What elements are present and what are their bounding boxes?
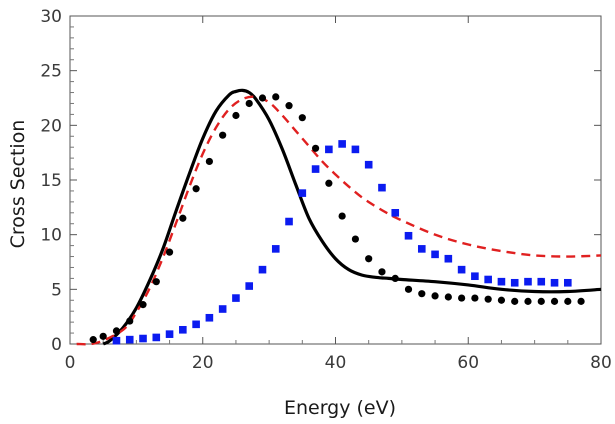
series-layer: [76, 88, 602, 346]
data-point-circle: [418, 290, 426, 298]
data-point-square: [258, 265, 267, 274]
y-tick-label: 25: [40, 62, 62, 82]
data-point-circle: [298, 114, 306, 122]
data-point-square: [112, 336, 121, 345]
data-point-square: [298, 189, 307, 197]
data-point-square: [325, 145, 333, 154]
data-point-circle: [431, 292, 439, 300]
black-solid-curve: [102, 88, 602, 346]
data-point-circle: [126, 317, 134, 325]
tick-labels: 0 20 40 60 80 0 5 10 15 20 25 30: [40, 7, 611, 373]
x-tick-label: 40: [325, 353, 347, 373]
data-point-square: [125, 335, 134, 344]
data-point-square: [311, 165, 320, 173]
data-point-circle: [112, 327, 121, 335]
data-point-square: [192, 320, 200, 329]
data-point-square: [391, 209, 400, 217]
data-point-circle: [232, 111, 240, 120]
black-circle-points: [89, 93, 585, 344]
x-tick-label: 20: [192, 353, 214, 373]
data-point-square: [497, 277, 506, 286]
data-point-square: [232, 294, 240, 302]
blue-square-points: [112, 140, 572, 345]
plot-frame: [69, 15, 602, 345]
data-point-circle: [365, 255, 373, 263]
x-tick-label: 0: [65, 353, 76, 373]
red-dashed-curve: [76, 95, 602, 346]
y-tick-label: 20: [40, 116, 62, 136]
data-point-circle: [458, 294, 466, 302]
y-tick-label: 15: [40, 171, 62, 191]
data-point-square: [471, 272, 479, 281]
data-point-square: [179, 325, 187, 334]
data-point-square: [218, 305, 227, 313]
data-point-circle: [537, 297, 545, 305]
data-point-circle: [577, 297, 585, 305]
black-solid-curve-line: [102, 88, 602, 346]
data-point-square: [351, 145, 360, 154]
data-point-square: [550, 278, 559, 287]
x-tick-label: 80: [590, 353, 612, 373]
data-point-circle: [272, 93, 280, 101]
data-point-square: [271, 245, 280, 253]
data-point-circle: [165, 248, 174, 256]
x-tick-label: 60: [457, 353, 479, 373]
data-point-circle: [351, 235, 360, 243]
data-point-circle: [404, 285, 413, 293]
data-point-circle: [139, 301, 147, 309]
data-point-circle: [471, 294, 479, 302]
data-point-circle: [325, 179, 333, 187]
data-point-circle: [219, 131, 227, 139]
data-point-circle: [378, 268, 386, 276]
data-point-circle: [245, 99, 253, 108]
data-point-square: [537, 277, 546, 286]
data-point-circle: [391, 274, 399, 282]
data-point-circle: [152, 278, 160, 286]
data-point-circle: [338, 212, 346, 220]
y-tick-label: 5: [51, 280, 62, 300]
data-point-square: [524, 277, 532, 286]
x-axis-label: Energy (eV): [284, 397, 396, 419]
data-point-circle: [285, 102, 293, 110]
data-point-square: [457, 265, 466, 274]
axes-frame: [69, 15, 602, 345]
y-tick-label: 0: [51, 335, 62, 355]
data-point-circle: [311, 144, 320, 152]
data-point-circle: [511, 297, 519, 305]
y-tick-label: 30: [40, 7, 62, 27]
data-point-square: [338, 140, 346, 148]
data-point-square: [378, 183, 386, 192]
data-point-square: [431, 250, 439, 259]
data-point-square: [564, 278, 572, 287]
data-point-circle: [444, 293, 452, 301]
y-tick-label: 10: [40, 226, 62, 246]
data-point-circle: [550, 297, 559, 305]
data-point-circle: [564, 297, 572, 305]
y-axis-label: Cross Section: [7, 120, 29, 249]
data-point-circle: [99, 332, 107, 340]
data-point-square: [152, 333, 161, 342]
data-point-square: [484, 275, 492, 284]
data-point-circle: [497, 296, 506, 304]
data-point-circle: [205, 157, 213, 166]
data-point-circle: [192, 185, 200, 193]
data-point-square: [404, 231, 413, 240]
data-point-square: [510, 278, 519, 287]
red-dashed-curve-line: [76, 95, 602, 346]
data-point-square: [285, 217, 293, 226]
data-point-circle: [484, 295, 492, 303]
data-point-circle: [89, 336, 97, 344]
data-point-square: [245, 282, 254, 290]
data-point-square: [205, 313, 214, 322]
data-point-square: [165, 330, 174, 338]
data-point-circle: [258, 94, 267, 102]
data-point-circle: [179, 214, 187, 222]
data-point-square: [139, 334, 147, 343]
data-point-square: [417, 245, 426, 253]
data-point-square: [364, 160, 373, 169]
data-point-circle: [524, 297, 532, 305]
data-point-square: [444, 254, 453, 263]
